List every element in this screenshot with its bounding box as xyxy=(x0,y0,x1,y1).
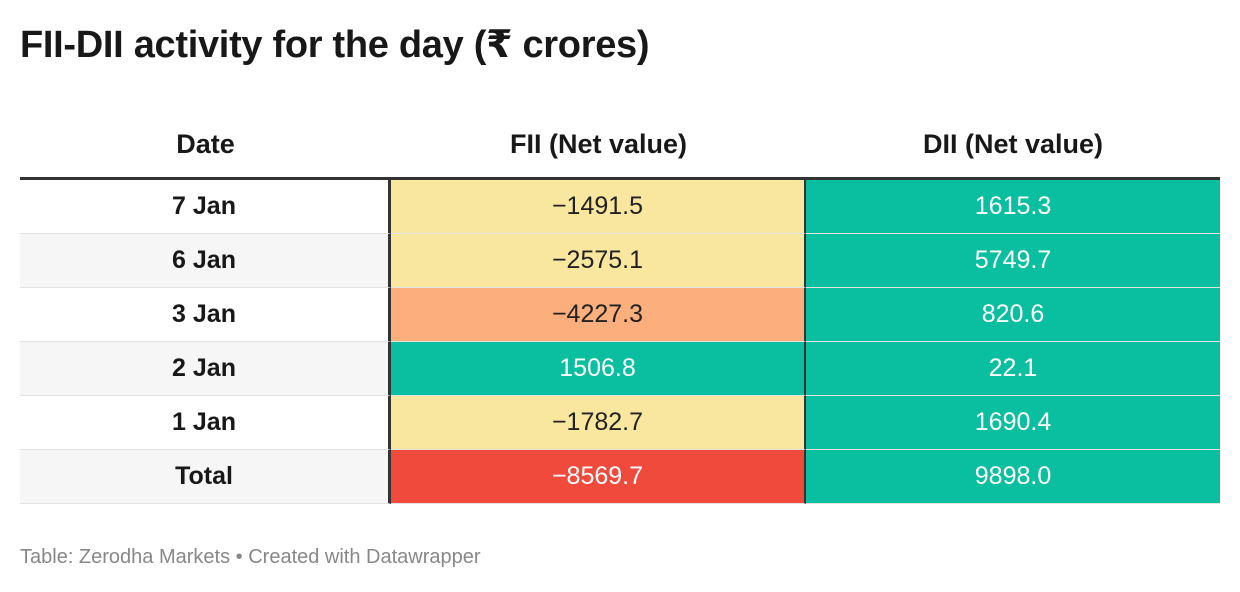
date-cell: Total xyxy=(20,450,391,504)
date-cell: 7 Jan xyxy=(20,180,391,234)
table-row: 1 Jan −1782.7 1690.4 xyxy=(20,396,1220,450)
dii-cell: 5749.7 xyxy=(806,234,1220,288)
chart-title: FII-DII activity for the day (₹ crores) xyxy=(20,24,650,66)
date-cell: 1 Jan xyxy=(20,396,391,450)
header-fii: FII (Net value) xyxy=(509,129,688,159)
fii-dii-table: Date FII (Net value) DII (Net value) 7 J… xyxy=(20,112,1220,504)
fii-cell: 1506.8 xyxy=(391,342,806,396)
fii-cell: −2575.1 xyxy=(391,234,806,288)
source-footer: Table: Zerodha Markets • Created with Da… xyxy=(20,546,481,568)
dii-cell: 9898.0 xyxy=(806,450,1220,504)
fii-cell: −8569.7 xyxy=(391,450,806,504)
table-header-row: Date FII (Net value) DII (Net value) xyxy=(20,112,1220,180)
header-date: Date xyxy=(176,129,235,159)
dii-cell: 1615.3 xyxy=(806,180,1220,234)
table-row: 7 Jan −1491.5 1615.3 xyxy=(20,180,1220,234)
header-dii: DII (Net value) xyxy=(922,129,1104,159)
dii-cell: 820.6 xyxy=(806,288,1220,342)
table-row: 3 Jan −4227.3 820.6 xyxy=(20,288,1220,342)
fii-cell: −4227.3 xyxy=(391,288,806,342)
table-row-total: Total −8569.7 9898.0 xyxy=(20,450,1220,504)
dii-cell: 22.1 xyxy=(806,342,1220,396)
fii-cell: −1782.7 xyxy=(391,396,806,450)
table-row: 2 Jan 1506.8 22.1 xyxy=(20,342,1220,396)
table-row: 6 Jan −2575.1 5749.7 xyxy=(20,234,1220,288)
fii-cell: −1491.5 xyxy=(391,180,806,234)
date-cell: 3 Jan xyxy=(20,288,391,342)
dii-cell: 1690.4 xyxy=(806,396,1220,450)
date-cell: 6 Jan xyxy=(20,234,391,288)
date-cell: 2 Jan xyxy=(20,342,391,396)
